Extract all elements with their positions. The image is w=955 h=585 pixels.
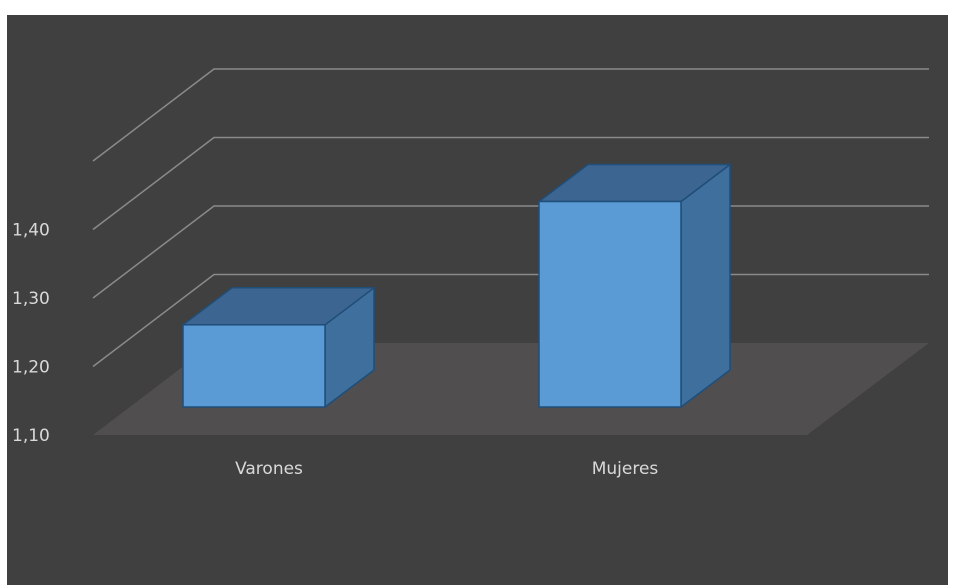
- bar-side-mujeres: [680, 163, 731, 408]
- y-tick-label: 1,30: [12, 289, 50, 309]
- bar-varones: [182, 324, 326, 408]
- x-category-label-varones: Varones: [235, 459, 303, 479]
- gridline-1: [92, 205, 929, 299]
- y-tick-label: 1,10: [12, 426, 50, 446]
- y-tick-label: 1,20: [12, 358, 50, 378]
- gridline-2: [92, 136, 929, 231]
- chart-svg: 1,10 1,20 1,30 1,40 Varones Mujeres: [12, 68, 929, 479]
- gridline-3: [92, 68, 929, 162]
- chart-area: 1,10 1,20 1,30 1,40 Varones Mujeres: [7, 15, 948, 585]
- x-category-label-mujeres: Mujeres: [592, 459, 659, 479]
- y-tick-label: 1,40: [12, 221, 50, 241]
- bar-mujeres: [538, 200, 682, 408]
